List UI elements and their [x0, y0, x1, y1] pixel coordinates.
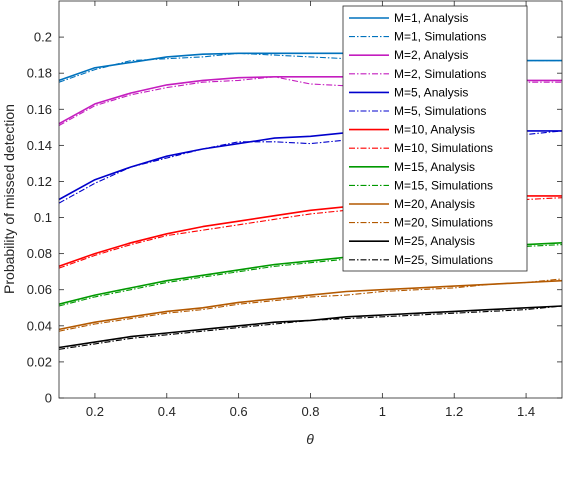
y-tick-label-0: 0 [45, 391, 52, 406]
x-axis-label: θ [306, 431, 314, 447]
legend-item-5: M=5, Simulations [349, 104, 486, 118]
y-tick-label-6: 0.12 [27, 174, 52, 189]
legend-label-9: M=15, Simulations [394, 178, 493, 192]
x-tick-label-2: 0.6 [230, 404, 248, 419]
legend-label-6: M=10, Analysis [394, 123, 475, 137]
legend-item-0: M=1, Analysis [349, 11, 468, 25]
y-tick-label-9: 0.18 [27, 66, 52, 81]
legend-item-6: M=10, Analysis [349, 123, 475, 137]
x-tick-label-4: 1 [379, 404, 386, 419]
x-tick-label-0: 0.2 [86, 404, 104, 419]
y-tick-label-1: 0.02 [27, 354, 52, 369]
y-tick-label-5: 0.1 [34, 210, 52, 225]
legend-item-4: M=5, Analysis [349, 85, 468, 99]
legend-item-11: M=20, Simulations [349, 216, 493, 230]
legend-label-11: M=20, Simulations [394, 216, 493, 230]
x-tick-label-6: 1.4 [517, 404, 535, 419]
legend-label-0: M=1, Analysis [394, 11, 468, 25]
legend-label-5: M=5, Simulations [394, 104, 486, 118]
axis-ticks [59, 1, 562, 399]
series-line-9 [58, 244, 563, 307]
legend-item-3: M=2, Simulations [349, 67, 486, 81]
legend-box [342, 5, 528, 272]
y-tick-label-4: 0.08 [27, 246, 52, 261]
legend-label-13: M=25, Simulations [394, 253, 493, 267]
x-tick-label-3: 0.8 [301, 404, 319, 419]
legend-label-12: M=25, Analysis [394, 234, 475, 248]
y-tick-label-10: 0.2 [34, 30, 52, 45]
legend-label-3: M=2, Simulations [394, 67, 486, 81]
axis-tick-labels: 0.2 0.4 0.6 0.8 1 1.2 1.4 0 0.02 0.04 0.06 0.08 0.1 0… [27, 30, 535, 419]
legend: M=1, Analysis M=1, Simulations M=2, Analys… [342, 5, 528, 272]
legend-label-1: M=1, Simulations [394, 30, 486, 44]
legend-label-8: M=15, Analysis [394, 160, 475, 174]
x-tick-label-1: 0.4 [158, 404, 176, 419]
y-tick-label-8: 0.16 [27, 102, 52, 117]
series-line-5 [58, 130, 563, 204]
legend-label-4: M=5, Analysis [394, 85, 468, 99]
legend-item-9: M=15, Simulations [349, 178, 493, 192]
legend-label-7: M=10, Simulations [394, 141, 493, 155]
y-tick-label-7: 0.14 [27, 138, 52, 153]
legend-label-2: M=2, Analysis [394, 48, 468, 62]
legend-label-10: M=20, Analysis [394, 197, 475, 211]
legend-item-1: M=1, Simulations [349, 30, 486, 44]
y-tick-label-2: 0.04 [27, 318, 52, 333]
series-line-11 [58, 278, 563, 332]
series-line-12 [58, 305, 563, 349]
x-tick-label-5: 1.2 [445, 404, 463, 419]
legend-item-7: M=10, Simulations [349, 141, 493, 155]
legend-item-12: M=25, Analysis [349, 234, 475, 248]
series-line-10 [58, 279, 563, 331]
y-tick-label-3: 0.06 [27, 282, 52, 297]
legend-item-8: M=15, Analysis [349, 160, 475, 174]
series-line-13 [58, 305, 563, 350]
legend-item-10: M=20, Analysis [349, 197, 475, 211]
legend-item-2: M=2, Analysis [349, 48, 468, 62]
y-axis-label: Probability of missed detection [1, 104, 17, 294]
legend-item-13: M=25, Simulations [349, 253, 493, 267]
